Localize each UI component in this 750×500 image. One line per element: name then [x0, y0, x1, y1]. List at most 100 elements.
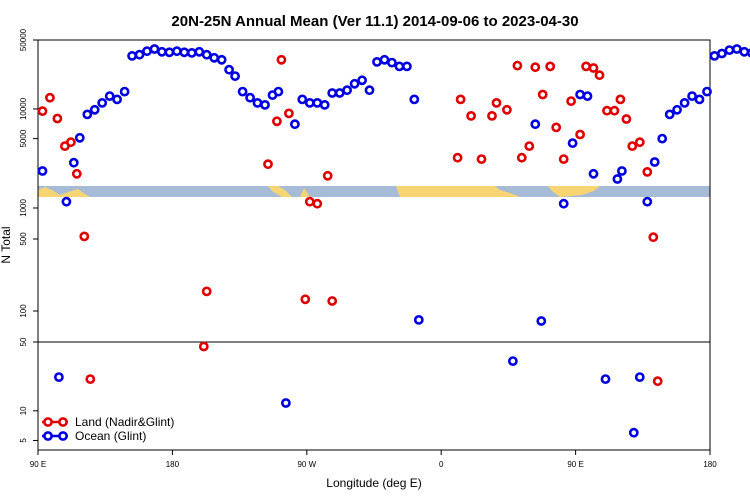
legend: Land (Nadir&Glint)Ocean (Glint) — [42, 415, 174, 443]
data-point — [648, 232, 659, 243]
data-point — [134, 49, 145, 60]
data-point — [201, 286, 212, 297]
x-tick-label: 90 E — [30, 460, 46, 469]
data-point — [455, 94, 466, 105]
data-point — [545, 61, 556, 72]
data-point — [68, 157, 79, 168]
data-point — [594, 70, 605, 81]
data-point — [273, 86, 284, 97]
data-point — [452, 152, 463, 163]
data-point — [89, 104, 100, 115]
legend-marker — [43, 417, 53, 427]
data-point — [82, 109, 93, 120]
x-tick-label: 0 — [439, 460, 444, 469]
data-point — [558, 154, 569, 164]
data-point — [198, 341, 209, 352]
data-point — [621, 114, 632, 124]
data-point — [615, 94, 626, 105]
series-land — [37, 54, 663, 387]
data-point — [512, 60, 523, 71]
data-point — [52, 113, 63, 124]
data-point — [327, 296, 338, 306]
data-point — [652, 376, 663, 387]
y-tick-label: 50 — [19, 337, 28, 346]
data-point — [349, 78, 360, 89]
data-point — [524, 141, 535, 151]
data-point — [466, 111, 476, 121]
data-point — [230, 71, 240, 81]
data-point — [224, 64, 234, 75]
data-point — [74, 132, 85, 143]
data-point — [536, 316, 547, 326]
data-point — [612, 174, 623, 184]
y-tick-label: 1000 — [19, 199, 28, 217]
data-point — [600, 374, 611, 384]
y-tick-label: 5000 — [19, 129, 28, 147]
data-point — [104, 91, 115, 101]
data-point — [289, 119, 300, 130]
y-tick-label: 10 — [19, 406, 28, 415]
data-point — [628, 427, 639, 438]
data-point — [702, 86, 712, 97]
data-point — [582, 91, 593, 101]
data-point — [508, 356, 518, 366]
legend-marker — [58, 431, 68, 441]
legend-label: Ocean (Glint) — [75, 429, 146, 443]
data-point — [61, 196, 72, 207]
map-strip-land — [38, 186, 600, 197]
data-point — [476, 154, 487, 164]
series-ocean — [37, 44, 750, 438]
data-point — [687, 91, 697, 101]
data-point — [609, 105, 620, 116]
data-point — [694, 94, 705, 105]
data-point — [37, 166, 48, 176]
y-axis: 5 10 50 100 500 1000 5000 10000 50000 — [19, 28, 38, 443]
data-point — [300, 294, 311, 305]
data-point — [364, 85, 375, 96]
data-point — [537, 89, 548, 100]
data-points — [37, 44, 750, 438]
data-point — [79, 231, 90, 242]
x-tick-label: 180 — [166, 460, 180, 469]
data-point — [319, 100, 330, 110]
data-point — [71, 168, 82, 179]
data-point — [37, 106, 48, 116]
legend-item: Ocean (Glint) — [42, 429, 146, 443]
data-point — [566, 96, 576, 106]
map-strip — [38, 186, 710, 197]
data-point — [97, 98, 108, 108]
data-point — [642, 196, 653, 207]
data-point — [201, 49, 212, 60]
data-point — [516, 152, 527, 163]
x-tick-label: 90 W — [297, 460, 316, 469]
y-tick-label: 10000 — [19, 97, 28, 120]
y-axis-label: N Total — [0, 226, 13, 263]
data-point — [263, 159, 273, 170]
y-tick-label: 500 — [19, 232, 28, 246]
data-point — [216, 54, 227, 65]
data-point — [530, 119, 541, 130]
y-tick-label: 100 — [19, 304, 28, 318]
data-point — [245, 92, 255, 103]
data-point — [717, 48, 727, 59]
data-point — [54, 372, 64, 382]
data-point — [312, 198, 323, 209]
data-point — [558, 198, 569, 209]
y-tick-label: 5 — [19, 438, 28, 443]
legend-marker — [58, 417, 68, 427]
data-point — [271, 116, 282, 127]
legend-marker — [43, 431, 53, 441]
data-point — [672, 104, 682, 115]
data-point — [575, 129, 585, 140]
y-tick-label: 50000 — [19, 28, 28, 51]
data-point — [746, 48, 750, 58]
x-tick-label: 90 E — [567, 460, 583, 469]
data-point — [501, 104, 512, 115]
data-point — [283, 108, 294, 119]
data-point — [409, 94, 420, 105]
data-point — [119, 86, 130, 97]
data-point — [530, 62, 541, 73]
data-point — [260, 100, 270, 110]
